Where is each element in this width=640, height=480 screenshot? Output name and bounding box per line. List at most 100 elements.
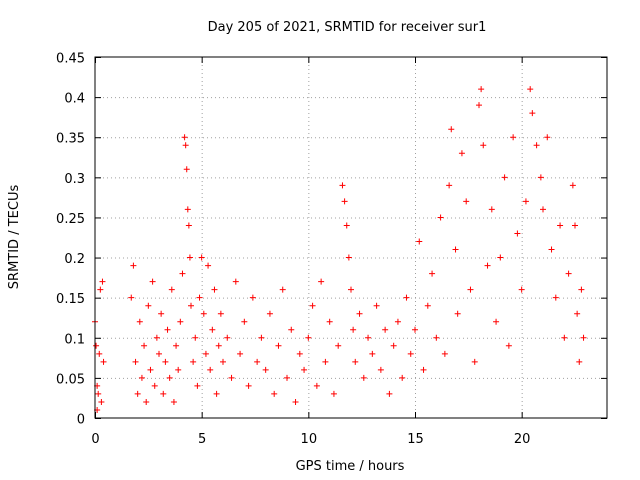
data-point [288, 326, 295, 333]
data-point [540, 206, 546, 213]
data-point [186, 254, 193, 261]
data-point [399, 374, 406, 381]
data-point [454, 310, 461, 317]
data-point [228, 374, 235, 381]
data-point [211, 286, 218, 293]
data-point [458, 150, 465, 157]
data-point [190, 358, 197, 365]
data-point [561, 334, 568, 341]
data-point [309, 302, 316, 309]
data-point [292, 398, 299, 405]
chart-title: Day 205 of 2021, SRMTID for receiver sur… [208, 20, 487, 35]
data-point [266, 310, 273, 317]
data-point [173, 342, 180, 349]
tick-labels: 0 0.05 0.1 0.15 0.2 0.25 0.3 0.35 0.4 0.45 0 5 10 15 2… [56, 52, 530, 448]
data-point [96, 350, 103, 357]
data-point [220, 358, 226, 365]
y-tick-label: 0.4 [64, 92, 85, 107]
data-point [141, 342, 148, 349]
data-point [213, 390, 220, 397]
data-point [258, 334, 265, 341]
data-point [151, 382, 158, 389]
data-point [373, 302, 380, 309]
y-axis-label: SRMTID / TECUs [7, 185, 22, 290]
data-point [153, 334, 160, 341]
data-point [493, 318, 500, 325]
data-point [194, 382, 201, 389]
data-point [471, 358, 478, 365]
data-point [537, 174, 544, 181]
data-point [369, 350, 376, 357]
y-tick-label: 0.2 [64, 252, 85, 267]
data-point [518, 286, 525, 293]
data-point [578, 286, 585, 293]
data-point [484, 262, 491, 269]
data-point [350, 326, 357, 333]
data-point [279, 286, 286, 293]
data-point [198, 254, 205, 261]
y-tick-label: 0.25 [56, 212, 85, 227]
data-point [448, 126, 455, 133]
data-point [181, 134, 188, 141]
data-point [160, 390, 167, 397]
data-point [136, 318, 143, 325]
data-point [237, 350, 244, 357]
data-point [196, 294, 203, 301]
data-point [501, 174, 508, 181]
data-point [356, 310, 363, 317]
data-point [360, 374, 367, 381]
data-point [341, 198, 348, 205]
data-point [463, 198, 470, 205]
data-point [132, 358, 139, 365]
data-points [92, 86, 587, 413]
data-point [158, 310, 165, 317]
data-point [476, 102, 482, 109]
data-point [569, 182, 576, 189]
data-point [348, 286, 354, 293]
data-point [205, 262, 212, 269]
data-point [416, 238, 423, 245]
data-point [452, 246, 459, 253]
data-point [514, 230, 521, 237]
data-point [382, 326, 389, 333]
data-point [145, 302, 152, 309]
data-point [527, 86, 534, 93]
data-point [97, 286, 104, 293]
data-point [412, 326, 418, 333]
data-point [339, 182, 346, 189]
data-point [134, 390, 141, 397]
data-point [480, 142, 487, 149]
data-point [177, 318, 184, 325]
data-point [185, 222, 192, 229]
data-point [407, 350, 414, 357]
data-point [510, 134, 517, 141]
data-point [505, 342, 512, 349]
data-point [365, 334, 372, 341]
data-point [183, 166, 190, 173]
y-tick-label: 0.15 [56, 292, 85, 307]
data-point [207, 366, 214, 373]
y-tick-label: 0.05 [56, 372, 85, 387]
data-point [241, 318, 248, 325]
data-point [100, 358, 107, 365]
y-tick-label: 0.35 [56, 132, 85, 147]
x-tick-label: 5 [198, 432, 206, 447]
data-point [429, 270, 436, 277]
x-tick-label: 20 [514, 432, 531, 447]
y-tick-label: 0 [77, 413, 85, 428]
data-point [275, 342, 282, 349]
data-point [232, 278, 239, 285]
data-point [284, 374, 290, 381]
data-point [557, 222, 564, 229]
data-point [335, 342, 342, 349]
data-point [175, 366, 182, 373]
data-point [305, 334, 312, 341]
data-point [130, 262, 137, 269]
data-point [552, 294, 559, 301]
data-point [522, 198, 529, 205]
data-point [271, 390, 278, 397]
data-point [478, 86, 485, 93]
data-point [446, 182, 453, 189]
